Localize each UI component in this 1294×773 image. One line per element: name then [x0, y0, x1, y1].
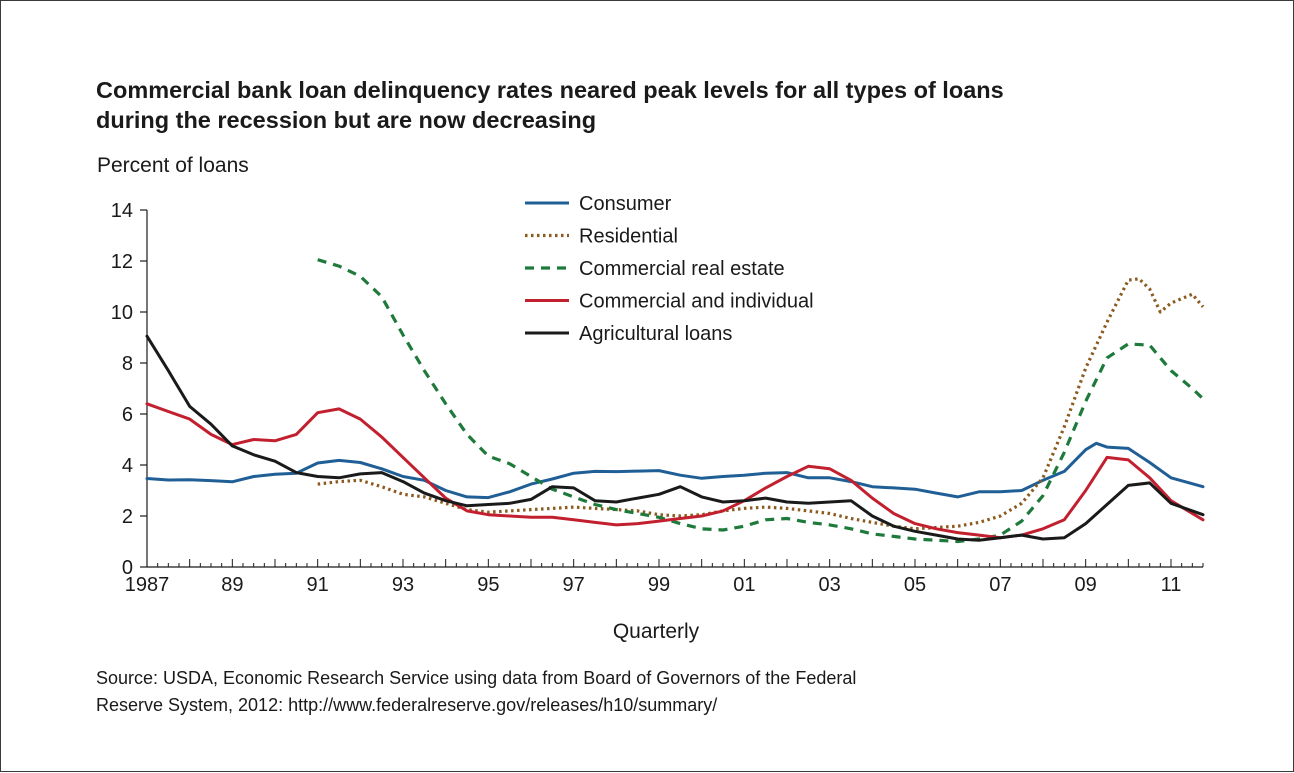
- axes: 0 2 4 6 8 10 12 14 1987 89 91 93 95 97 99 01 03 05 07 09 11: [111, 200, 1204, 596]
- y-tick-label: 6: [122, 404, 133, 426]
- source-line-1: Source: USDA, Economic Research Service …: [96, 668, 857, 688]
- x-tick-label: 09: [1075, 574, 1097, 596]
- series-line-consumer: [145, 441, 1205, 500]
- legend-label: Agricultural loans: [579, 323, 732, 345]
- chart-title-line-2: during the recession but are now decreas…: [96, 107, 597, 133]
- legend-label: Residential: [579, 226, 678, 248]
- x-tick-label: 05: [904, 574, 926, 596]
- source-note: Source: USDA, Economic Research Service …: [96, 665, 856, 719]
- y-axis-label: Percent of loans: [97, 154, 249, 177]
- legend-label: Consumer: [579, 193, 672, 215]
- x-tick-label: 99: [648, 574, 670, 596]
- x-tick-label: 89: [221, 574, 243, 596]
- x-tick-label: 11: [1161, 574, 1182, 596]
- x-axis-label: Quarterly: [613, 620, 700, 643]
- y-tick-label: 12: [111, 251, 133, 273]
- series-line-agricultural-loans: [145, 334, 1205, 542]
- x-tick-label: 03: [819, 574, 841, 596]
- y-tick-label: 4: [122, 455, 133, 477]
- x-tick-label: 01: [733, 574, 755, 596]
- y-tick-label: 2: [122, 506, 133, 528]
- x-tick-label: 97: [563, 574, 585, 596]
- legend: Consumer Residential Commercial real estat…: [525, 193, 814, 345]
- source-line-2: Reserve System, 2012: http://www.federal…: [96, 695, 718, 715]
- chart-title: Commercial bank loan delinquency rates n…: [96, 75, 1216, 135]
- y-tick-label: 8: [122, 353, 133, 375]
- chart-title-line-1: Commercial bank loan delinquency rates n…: [96, 77, 1004, 103]
- x-tick-label: 91: [307, 574, 329, 596]
- x-tick-label: 95: [477, 574, 499, 596]
- legend-label: Commercial real estate: [579, 258, 785, 280]
- legend-label: Commercial and individual: [579, 291, 814, 313]
- series-line-residential: [317, 277, 1205, 531]
- y-tick-label: 10: [111, 302, 133, 324]
- y-tick-label: 14: [111, 200, 133, 222]
- y-tick-label: 0: [122, 557, 133, 579]
- series-layer: [145, 258, 1205, 544]
- series-line-commercial-real-estate: [317, 258, 1205, 544]
- x-tick-label: 1987: [125, 574, 170, 596]
- x-tick-label: 93: [392, 574, 414, 596]
- x-tick-label: 07: [989, 574, 1011, 596]
